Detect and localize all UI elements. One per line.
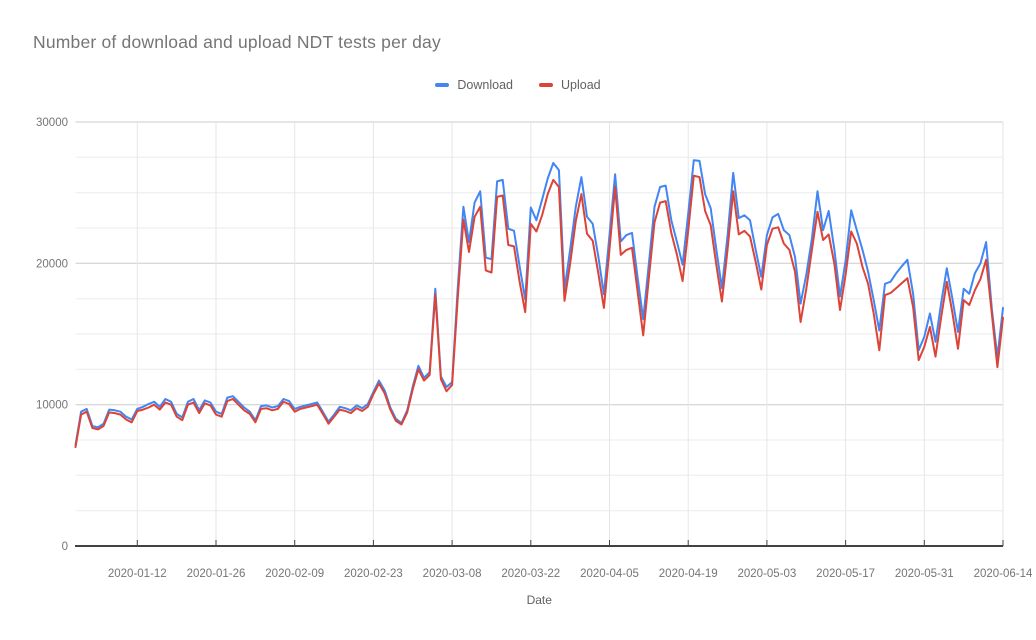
y-axis-label: 10000 (36, 400, 68, 412)
y-axis-label: 20000 (36, 258, 68, 270)
series-line-download[interactable] (74, 159, 1004, 446)
x-axis-label: 2020-01-26 (187, 568, 246, 580)
x-axis-label: 2020-01-12 (108, 568, 167, 580)
legend-label-upload: Upload (560, 78, 601, 92)
legend-item-upload: Upload (538, 78, 601, 92)
x-axis-title: Date (527, 593, 553, 607)
legend-swatch-upload (538, 83, 553, 87)
x-axis-label: 2020-02-23 (344, 568, 403, 580)
x-axis-label: 2020-05-17 (816, 568, 875, 580)
x-axis-label: 2020-05-03 (737, 568, 796, 580)
y-axis-label: 0 (62, 541, 68, 553)
x-axis-label: 2020-04-19 (659, 568, 718, 580)
x-axis-label: 2020-05-31 (895, 568, 954, 580)
legend-label-download: Download (457, 78, 513, 92)
legend: Download Upload (0, 78, 1036, 92)
x-axis-label: 2020-03-08 (423, 568, 482, 580)
series-line-upload[interactable] (74, 174, 1004, 449)
x-axis-label: 2020-04-05 (580, 568, 639, 580)
y-axis-label: 30000 (36, 117, 68, 129)
x-axis-label: 2020-06-14 (974, 568, 1033, 580)
x-axis-label: 2020-03-22 (501, 568, 560, 580)
x-axis-label: 2020-02-09 (265, 568, 324, 580)
chart-title: Number of download and upload NDT tests … (33, 32, 441, 52)
legend-item-download: Download (435, 78, 513, 92)
legend-swatch-download (435, 83, 450, 87)
